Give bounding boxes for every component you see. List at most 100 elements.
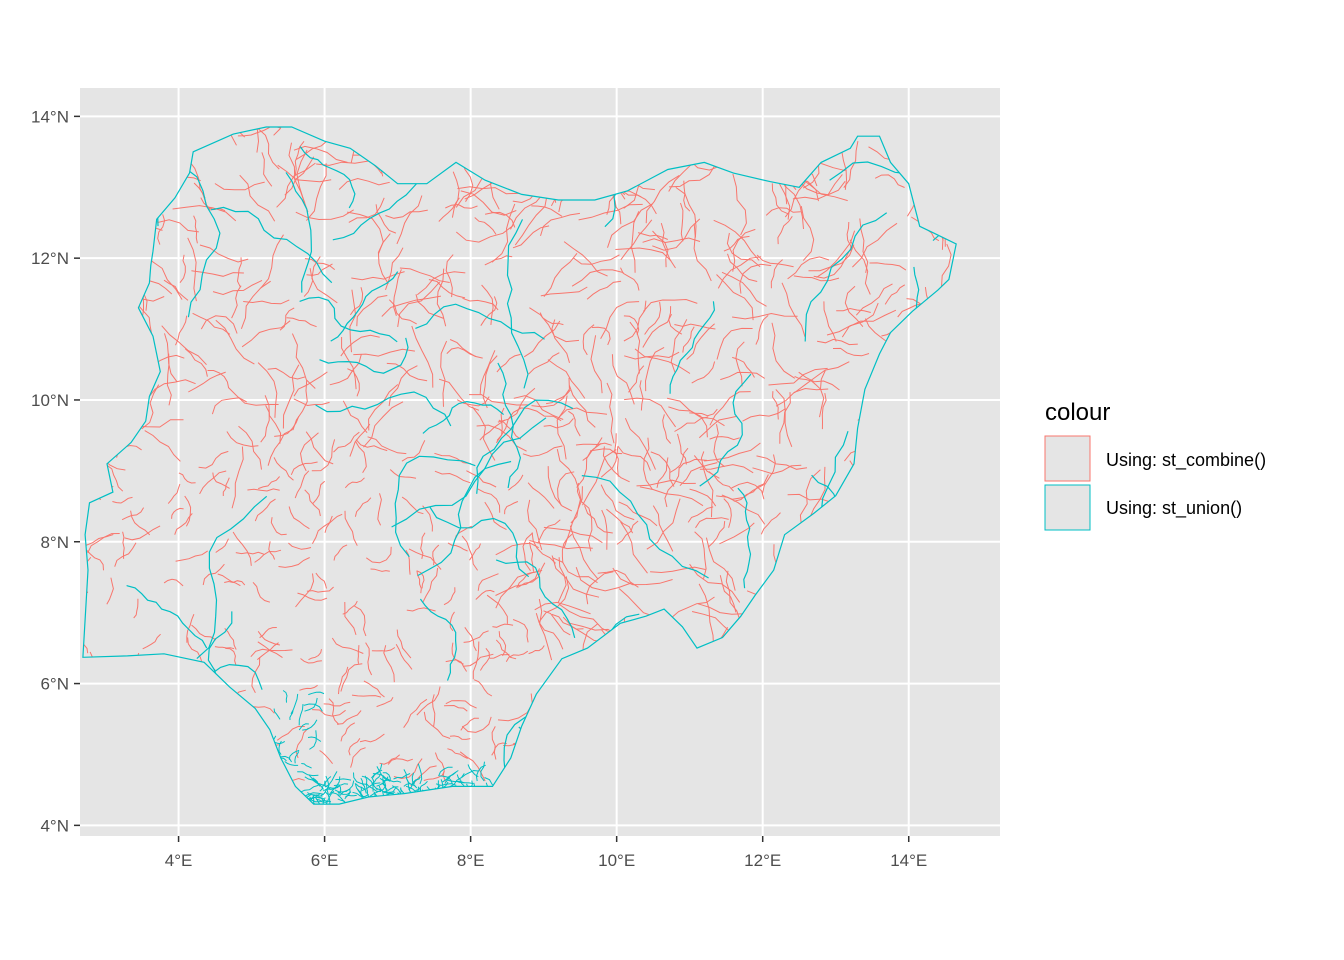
lga-boundary [606, 382, 615, 444]
lga-boundary [461, 535, 479, 571]
lga-boundary [367, 436, 407, 455]
lga-boundary [529, 540, 593, 550]
delta-creek [324, 776, 332, 786]
lga-boundary [355, 439, 388, 452]
state-boundary [737, 487, 752, 589]
delta-creek [282, 690, 288, 703]
delta-creek [376, 766, 391, 782]
lga-boundary [852, 222, 898, 268]
lga-boundary [798, 180, 846, 196]
lga-boundary [629, 321, 641, 374]
lga-boundary [368, 384, 399, 431]
lga-boundary [689, 488, 717, 507]
lga-boundary [522, 445, 563, 457]
delta-creek [361, 782, 381, 792]
delta-creek [304, 697, 318, 712]
lga-boundary [601, 509, 608, 550]
lga-boundary [147, 379, 196, 399]
lga-boundary [191, 270, 244, 277]
lga-boundary [401, 496, 424, 515]
lga-boundary [571, 269, 624, 287]
delta-creek [290, 693, 299, 715]
lga-boundary [167, 483, 181, 504]
lga-boundary [677, 433, 687, 465]
lga-boundary [241, 320, 291, 348]
lga-boundary [258, 128, 280, 170]
delta-creek [314, 797, 322, 805]
lga-boundary [474, 217, 497, 235]
lga-boundary [479, 647, 490, 671]
lga-boundary [224, 628, 237, 650]
lga-boundary [497, 387, 536, 423]
lga-boundary [305, 431, 334, 465]
lga-boundary [582, 437, 603, 461]
lga-boundary [732, 228, 756, 272]
lga-boundary [799, 469, 821, 529]
lga-boundary [495, 639, 517, 660]
lga-boundary [462, 297, 499, 311]
delta-creek [319, 780, 326, 792]
lga-boundary [719, 575, 737, 613]
lga-boundary [479, 419, 506, 441]
lga-boundary [512, 225, 550, 249]
lga-boundary [558, 407, 608, 418]
delta-creek [273, 708, 281, 720]
lga-boundary [668, 306, 683, 335]
lga-boundary [284, 156, 315, 196]
lga-boundary [174, 513, 193, 535]
lga-boundary [495, 568, 540, 596]
delta-creek [322, 785, 339, 792]
lga-boundary [669, 447, 689, 473]
lga-boundary [477, 488, 501, 513]
lga-boundary [403, 698, 428, 728]
lga-boundary [606, 508, 634, 534]
lga-boundary [231, 446, 244, 509]
delta-creek [442, 771, 457, 783]
lga-boundary [348, 738, 361, 756]
lga-boundary [336, 710, 362, 725]
state-boundary [391, 417, 547, 528]
lga-boundary [312, 480, 326, 504]
lga-boundary [416, 271, 466, 296]
delta-creek [325, 790, 335, 805]
lga-boundary [670, 319, 688, 373]
lga-boundary [133, 598, 139, 619]
lga-boundary [292, 380, 308, 431]
lga-boundary [130, 510, 151, 536]
lga-boundary [656, 457, 669, 488]
state-boundary [669, 301, 716, 394]
lga-boundary [273, 457, 294, 481]
lga-boundary [447, 542, 468, 552]
lga-boundary [531, 532, 556, 564]
lga-boundary [591, 326, 611, 346]
lga-boundary [187, 237, 197, 302]
delta-creek [335, 778, 352, 781]
lga-boundary [273, 127, 285, 136]
lga-boundary [781, 282, 806, 337]
lga-boundary [826, 302, 879, 336]
lga-boundary [163, 578, 184, 587]
lga-boundary [323, 701, 351, 707]
lga-boundary [294, 140, 305, 176]
lga-boundary [721, 271, 767, 307]
lga-boundary [383, 645, 395, 683]
lga-boundary [716, 274, 754, 321]
lga-boundary [508, 474, 524, 491]
lga-boundary [725, 570, 741, 622]
lga-boundary [575, 442, 612, 446]
lga-boundary [735, 341, 745, 387]
lga-boundary [324, 513, 343, 533]
lga-boundary [344, 510, 358, 546]
lga-boundary [732, 312, 798, 320]
lga-boundary [624, 418, 656, 470]
y-tick-label-4: 12°N [31, 249, 69, 268]
lga-boundary [513, 395, 564, 420]
lga-boundary [106, 577, 114, 605]
lga-boundary [844, 285, 864, 328]
lga-boundary [232, 531, 252, 566]
lga-boundary [660, 222, 676, 269]
lga-boundary [523, 320, 561, 358]
state-boundary [506, 219, 529, 389]
delta-creek [333, 783, 349, 787]
lga-boundary [816, 230, 856, 278]
